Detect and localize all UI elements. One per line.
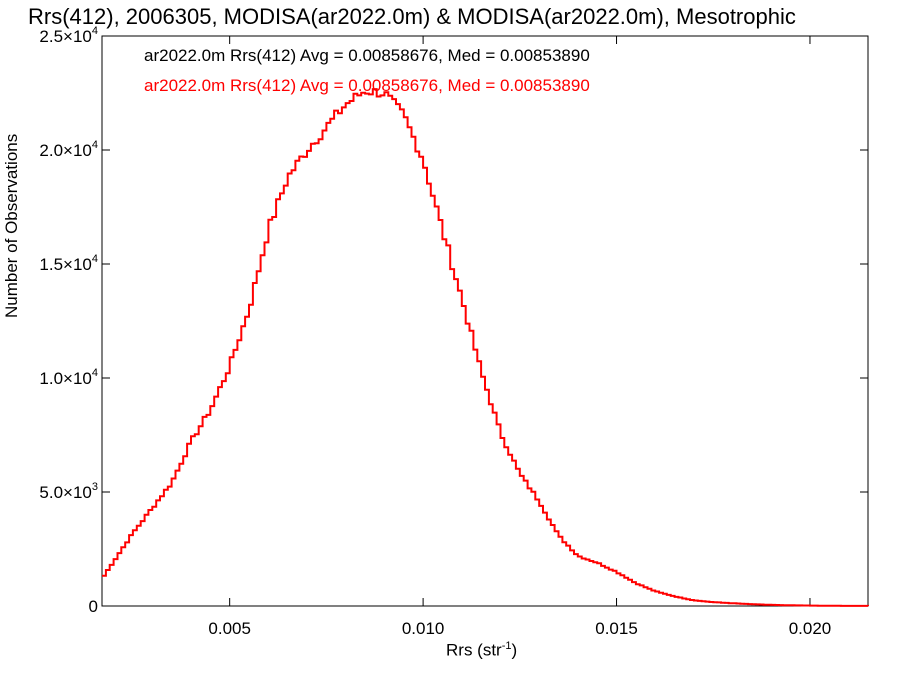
x-tick-label: 0.015 <box>595 619 638 638</box>
y-axis-label: Number of Observations <box>2 133 21 318</box>
y-tick-label: 2.0×104 <box>39 139 98 160</box>
y-ticks: 0 5.0×103 1.0×104 1.5×104 2.0×104 2.5×104 <box>39 25 868 616</box>
x-ticks: 0.005 0.010 0.015 0.020 <box>208 36 831 638</box>
chart-title: Rrs(412), 2006305, MODISA(ar2022.0m) & M… <box>28 4 796 29</box>
x-axis-label: Rrs (str-1) <box>446 640 518 660</box>
legend-entry-red: ar2022.0m Rrs(412) Avg = 0.00858676, Med… <box>144 76 590 95</box>
x-tick-label: 0.010 <box>402 619 445 638</box>
series-histogram-line <box>102 88 869 607</box>
x-tick-label: 0.005 <box>208 619 251 638</box>
y-tick-label: 0 <box>89 597 98 616</box>
y-tick-label: 1.0×104 <box>39 367 98 388</box>
y-tick-label: 2.5×104 <box>39 25 98 46</box>
plot-frame <box>101 35 869 607</box>
y-tick-label: 1.5×104 <box>39 253 98 274</box>
legend-entry-black: ar2022.0m Rrs(412) Avg = 0.00858676, Med… <box>144 46 590 65</box>
y-tick-label: 5.0×103 <box>39 481 98 502</box>
x-tick-label: 0.020 <box>789 619 832 638</box>
